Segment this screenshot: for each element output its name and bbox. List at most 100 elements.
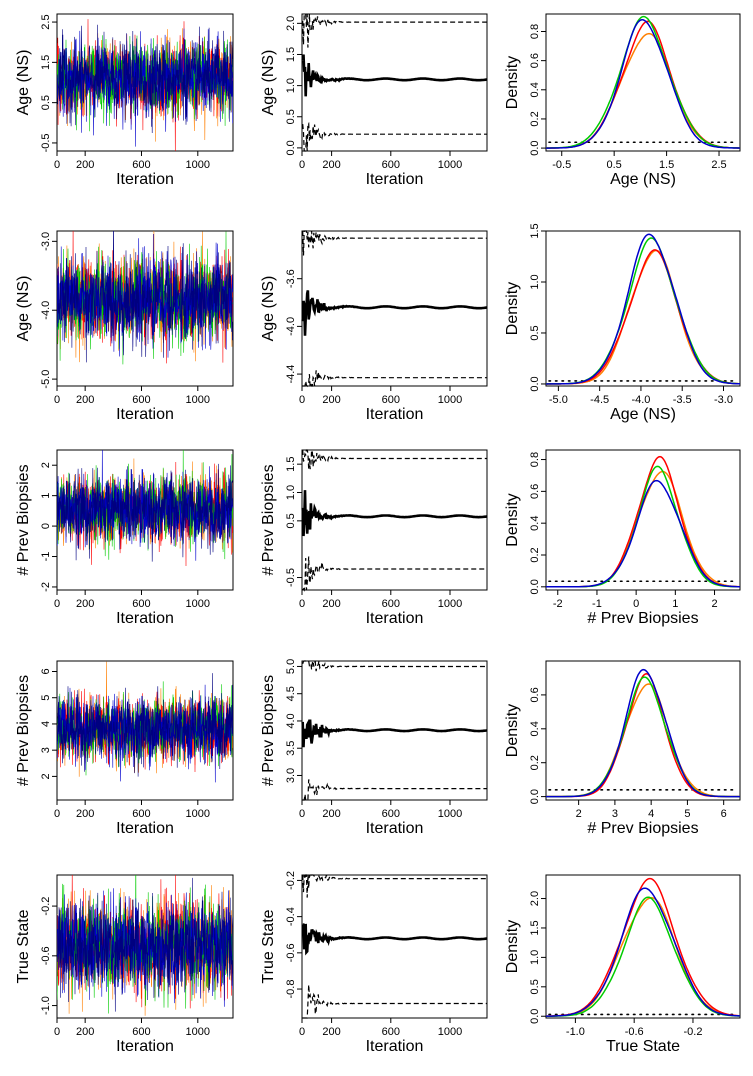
x-tick-label: 200 xyxy=(322,598,340,610)
y-tick-label: 2 xyxy=(40,462,52,468)
x-tick-label: 1000 xyxy=(186,159,210,171)
x-tick-label: 4 xyxy=(648,808,654,820)
x-tick-label: 600 xyxy=(132,159,150,171)
x-tick-label: 0 xyxy=(299,808,305,820)
x-tick-label: 600 xyxy=(132,1026,150,1038)
x-tick-label: 600 xyxy=(382,1026,400,1038)
x-axis-label: Iteration xyxy=(366,820,424,837)
x-tick-label: 200 xyxy=(322,808,340,820)
y-tick-label: -5.0 xyxy=(40,370,52,389)
x-tick-label: -1 xyxy=(592,598,602,610)
y-axis-label: Density xyxy=(504,282,521,335)
y-tick-label: 2.0 xyxy=(529,891,541,906)
x-tick-label: 600 xyxy=(382,394,400,406)
density-panel-row-2: -5.0 -4.5 -4.0 -3.5 -3.0 0.0 0.5 1.0 1.5 Age (NS)… xyxy=(504,223,741,423)
y-tick-label: 1.5 xyxy=(285,47,297,62)
y-tick-label: -0.6 xyxy=(40,946,52,965)
x-tick-label: -0.6 xyxy=(625,1026,644,1038)
trace-panel-row-5: 0 200 600 1000 -1.0 -0.6 -0.2 Iteration True Sta… xyxy=(15,874,234,1055)
plot-frame xyxy=(301,13,488,152)
y-axis-label: Age (NS) xyxy=(15,276,32,342)
x-tick-label: 200 xyxy=(76,808,94,820)
y-tick-label: -1.0 xyxy=(40,996,52,1015)
density-chain-4 xyxy=(546,233,740,385)
y-tick-label: 1.5 xyxy=(40,55,52,70)
y-tick-label: -0.4 xyxy=(285,907,297,926)
x-tick-label: 600 xyxy=(132,394,150,406)
x-tick-label: 600 xyxy=(132,598,150,610)
x-tick-label: 0 xyxy=(299,1026,305,1038)
x-tick-label: 1000 xyxy=(438,1026,462,1038)
running-panel-row-2: 0 200 600 1000 -4.4 -4.0 -3.6 Iteration Age (NS) xyxy=(260,230,488,423)
x-tick-label: 6 xyxy=(721,808,727,820)
y-tick-label: 0.2 xyxy=(529,755,541,770)
x-tick-label: 0 xyxy=(54,808,60,820)
x-axis-label: Iteration xyxy=(116,820,174,837)
y-axis-label: Density xyxy=(504,493,521,546)
density-panel-row-3: -2 -1 0 1 2 0.0 0.2 0.4 0.6 0.8 # Prev Biopsies Den… xyxy=(504,449,741,627)
y-tick-label: 1.0 xyxy=(529,950,541,965)
trace-chain-5 xyxy=(57,231,233,363)
density-chain-2 xyxy=(546,20,740,149)
y-tick-label: 5.0 xyxy=(285,659,297,674)
y-tick-label: 1.5 xyxy=(529,223,541,238)
y-tick-label: 1 xyxy=(40,493,52,499)
y-tick-label: 0.0 xyxy=(529,789,541,804)
x-axis-label: Iteration xyxy=(116,406,174,423)
trace-chain-4 xyxy=(57,450,233,561)
running-lower-quantile xyxy=(302,370,487,388)
density-chain-2 xyxy=(546,877,740,1017)
y-tick-label: 0.0 xyxy=(529,579,541,594)
x-axis-label: Age (NS) xyxy=(610,171,676,188)
x-tick-label: 0 xyxy=(54,159,60,171)
plot-frame xyxy=(545,230,741,387)
x-tick-label: 0 xyxy=(633,598,639,610)
y-axis-label: Age (NS) xyxy=(260,50,277,116)
x-tick-label: 1000 xyxy=(186,1026,210,1038)
trace-panel-row-2: 0 200 600 1000 -5.0 -4.0 -3.0 Iteration Age (NS) xyxy=(15,230,234,423)
y-tick-label: -4.4 xyxy=(285,365,297,384)
x-tick-label: 600 xyxy=(382,808,400,820)
density-panel-row-5: -1.0 -0.6 -0.2 0.0 0.5 1.0 1.5 2.0 True State Den… xyxy=(504,874,741,1055)
running-upper-quantile xyxy=(302,230,487,256)
x-tick-label: 0 xyxy=(54,394,60,406)
x-axis-label: # Prev Biopsies xyxy=(587,820,698,837)
density-chain-2 xyxy=(546,455,740,588)
trace-chain-5 xyxy=(57,463,233,562)
x-tick-label: -2 xyxy=(553,598,563,610)
running-mean xyxy=(301,490,488,537)
y-tick-label: 0.4 xyxy=(529,82,541,97)
x-tick-label: 1000 xyxy=(438,808,462,820)
x-tick-label: -3.0 xyxy=(714,394,733,406)
y-tick-label: 1.0 xyxy=(285,485,297,500)
x-axis-label: Iteration xyxy=(116,171,174,188)
x-axis-label: Iteration xyxy=(366,610,424,627)
y-tick-label: 1.0 xyxy=(529,274,541,289)
running-upper-quantile xyxy=(302,13,487,48)
x-tick-label: -4.0 xyxy=(631,394,650,406)
x-tick-label: -5.0 xyxy=(549,394,568,406)
y-tick-label: 0.5 xyxy=(40,95,52,110)
density-chain-4 xyxy=(546,668,740,798)
y-tick-label: 2 xyxy=(40,773,52,779)
density-panel-row-4: 2 3 4 5 6 0.0 0.2 0.4 0.6 # Prev Biopsies Density xyxy=(504,660,741,837)
plot-frame xyxy=(545,13,741,152)
y-tick-label: 0.6 xyxy=(529,484,541,499)
y-axis-label: # Prev Biopsies xyxy=(260,464,277,575)
y-tick-label: 1.0 xyxy=(285,78,297,93)
x-tick-label: 0 xyxy=(54,598,60,610)
x-tick-label: 1.5 xyxy=(659,159,674,171)
y-tick-label: 0.6 xyxy=(529,687,541,702)
x-tick-label: 200 xyxy=(322,1026,340,1038)
y-tick-label: 3.0 xyxy=(285,768,297,783)
x-tick-label: -0.2 xyxy=(683,1026,702,1038)
running-upper-quantile xyxy=(302,449,487,470)
y-tick-label: 0 xyxy=(40,523,52,529)
y-tick-label: 0.8 xyxy=(529,24,541,39)
y-axis-label: Age (NS) xyxy=(260,276,277,342)
running-mean xyxy=(301,718,488,748)
running-lower-quantile xyxy=(302,984,487,1019)
density-chain-4 xyxy=(546,887,740,1017)
x-tick-label: 0 xyxy=(54,1026,60,1038)
